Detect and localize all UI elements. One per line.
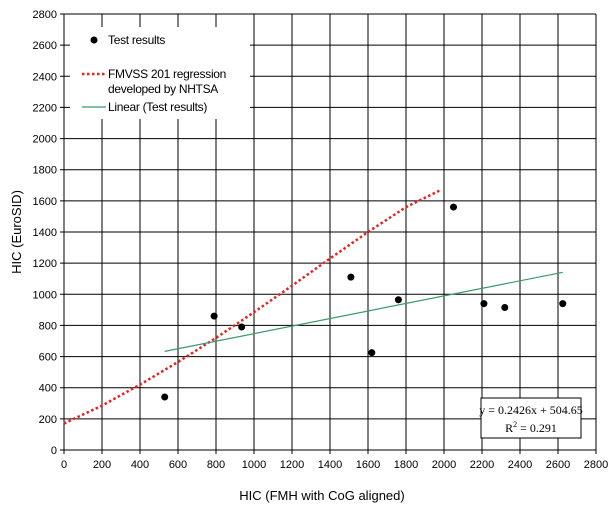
x-tick-label-1400: 1400 [318,459,342,471]
y-tick-label-1200: 1200 [33,258,57,270]
x-tick-label-2800: 2800 [584,459,608,471]
y-tick-label-600: 600 [39,352,57,364]
data-point-6 [394,296,402,304]
fmvss-regression-curve [63,189,440,425]
equation-box-border [480,397,582,439]
y-tick-label-2400: 2400 [33,71,57,83]
x-tick-label-0: 0 [61,459,67,471]
data-point-1 [161,393,169,401]
x-tick-label-200: 200 [93,459,111,471]
data-point-9 [501,304,509,312]
data-point-2 [210,312,218,320]
grid-lines [60,13,597,454]
r-squared-value: = 0.291 [517,421,557,435]
data-point-10 [559,300,567,308]
y-tick-label-2200: 2200 [33,102,57,114]
x-tick-label-1200: 1200 [280,459,304,471]
regression-equation-box: y = 0.2426x + 504.65 R2 = 0.291 [479,397,583,439]
legend-marker-test-results [90,36,98,44]
y-tick-label-1800: 1800 [33,165,57,177]
x-axis-label: HIC (FMH with CoG aligned) [239,488,404,503]
legend-label-fmvss-line-2: developed by NHTSA [108,82,218,96]
legend-label-test-results: Test results [108,33,165,47]
y-tick-label-2000: 2000 [33,134,57,146]
x-tick-label-1800: 1800 [394,459,418,471]
y-axis-label: HIC (EuroSID) [9,190,24,274]
r-squared-exponent: 2 [513,420,517,429]
legend-label-linear: Linear (Test results) [108,100,207,114]
data-marks [63,189,567,425]
x-tick-label-2000: 2000 [432,459,456,471]
data-point-3 [238,323,246,331]
linear-trend-line [164,271,563,352]
x-tick-label-1000: 1000 [242,459,266,471]
x-tick-label-2400: 2400 [508,459,532,471]
legend-label-fmvss-line-1: FMVSS 201 regression [108,67,226,81]
y-tick-label-1600: 1600 [33,196,57,208]
x-tick-label-2600: 2600 [546,459,570,471]
data-point-8 [480,300,488,308]
y-tick-label-400: 400 [39,383,57,395]
r-squared-text: R2 = 0.291 [505,420,557,435]
y-tick-label-800: 800 [39,320,57,332]
r-squared-label: R [505,421,513,435]
tick-labels: 0 200 400 600 800 1000 1200 1400 1600 1800 2000 220… [33,9,608,471]
y-tick-label-2800: 2800 [33,9,57,21]
data-point-4 [347,273,355,281]
x-tick-label-600: 600 [169,459,187,471]
y-tick-label-1000: 1000 [33,289,57,301]
x-tick-label-2200: 2200 [470,459,494,471]
data-point-7 [450,203,457,211]
y-tick-label-2600: 2600 [33,40,57,52]
y-tick-label-0: 0 [51,445,57,457]
x-tick-label-1600: 1600 [356,459,380,471]
legend: Test results FMVSS 201 regression develo… [70,27,250,119]
equation-text: y = 0.2426x + 504.65 [479,403,583,417]
x-tick-label-800: 800 [207,459,225,471]
x-tick-label-400: 400 [131,459,149,471]
y-tick-label-200: 200 [39,414,57,426]
y-tick-label-1400: 1400 [33,227,57,239]
legend-background [70,27,250,119]
data-point-5 [368,349,376,357]
